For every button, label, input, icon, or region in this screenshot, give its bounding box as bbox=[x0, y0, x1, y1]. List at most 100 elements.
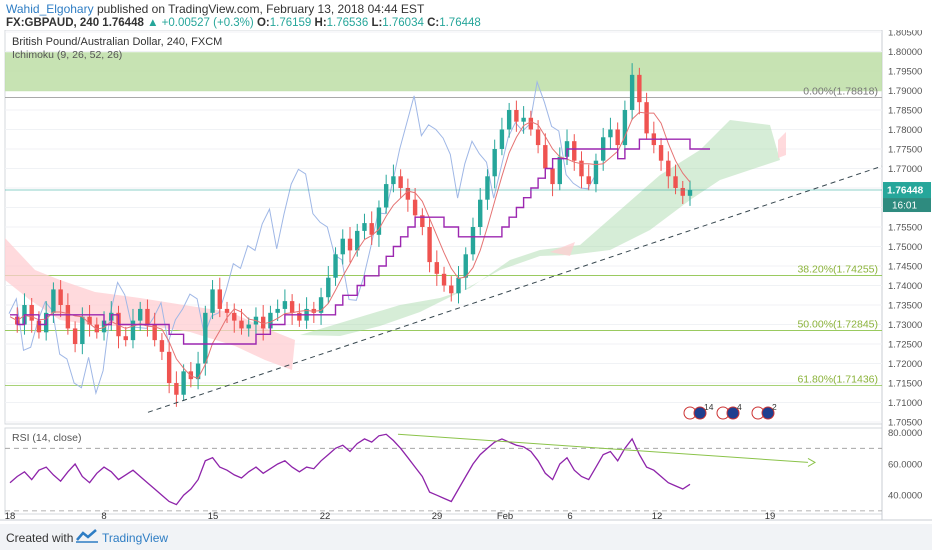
candle-body bbox=[637, 74, 642, 103]
price-tick-label: 1.74500 bbox=[888, 262, 922, 273]
candle-body bbox=[289, 301, 295, 313]
published-text: published on TradingView.com, February 1… bbox=[96, 2, 425, 16]
price-tick-label: 1.80500 bbox=[888, 30, 922, 38]
candle-body bbox=[572, 141, 577, 161]
time-tick-label: 29 bbox=[432, 511, 443, 522]
candle-body bbox=[412, 199, 418, 216]
candle-body bbox=[94, 324, 100, 333]
high-value: 1.76536 bbox=[326, 17, 369, 29]
price-tick-label: 1.79500 bbox=[888, 66, 922, 77]
fibonacci-label: 50.00%(1.72845) bbox=[797, 319, 878, 331]
candle-body bbox=[347, 238, 353, 251]
kijun-sen-line bbox=[10, 138, 710, 345]
candle-body bbox=[456, 277, 461, 294]
price-tick-label: 1.72000 bbox=[888, 359, 922, 370]
candle-body bbox=[58, 289, 63, 306]
last-price: 1.76448 bbox=[102, 17, 144, 29]
candle-body bbox=[506, 109, 512, 130]
time-tick-label: 12 bbox=[652, 511, 663, 522]
candle-body bbox=[449, 285, 454, 294]
rsi-title: RSI (14, close) bbox=[12, 432, 81, 444]
rsi-tick-label: 80.0000 bbox=[888, 428, 922, 439]
price-tick-label: 1.77000 bbox=[888, 164, 922, 175]
candle-body bbox=[405, 187, 411, 200]
last-price-label: 1.76448 bbox=[887, 186, 924, 197]
rsi-trend-line bbox=[397, 433, 809, 463]
uptrend-line bbox=[147, 165, 883, 413]
candle-body bbox=[282, 301, 288, 309]
close-value: 1.76448 bbox=[439, 17, 481, 29]
symbol-label: FX:GBPAUD, 240 bbox=[6, 17, 100, 29]
open-value: 1.76159 bbox=[269, 17, 312, 29]
candle-body bbox=[543, 145, 548, 169]
candle-body bbox=[159, 340, 165, 352]
flag-au-icon bbox=[726, 406, 740, 420]
time-tick-label: 22 bbox=[320, 511, 331, 522]
author-link[interactable]: Wahid_Elgohary bbox=[6, 2, 94, 16]
close-label: C: bbox=[427, 17, 440, 29]
candle-body bbox=[239, 320, 244, 329]
candle-body bbox=[275, 308, 280, 313]
price-tick-label: 1.75500 bbox=[888, 223, 922, 234]
ichimoku-cloud-red bbox=[5, 238, 295, 370]
candle-body bbox=[326, 277, 331, 298]
time-tick-label: Feb bbox=[497, 511, 513, 522]
candle-body bbox=[340, 238, 345, 255]
candle-body bbox=[145, 308, 150, 325]
time-tick-label: 8 bbox=[101, 511, 106, 522]
candle-body bbox=[492, 148, 497, 177]
candle-body bbox=[51, 289, 56, 313]
candle-body bbox=[246, 324, 251, 329]
time-tick-label: 18 bbox=[5, 511, 16, 522]
fibonacci-label: 38.20%(1.74255) bbox=[797, 264, 878, 276]
publish-info: Wahid_Elgohary published on TradingView.… bbox=[6, 2, 424, 16]
candle-body bbox=[362, 223, 367, 231]
candle-body bbox=[268, 312, 273, 329]
candle-body bbox=[666, 160, 671, 177]
candle-body bbox=[376, 207, 382, 235]
chart-area[interactable]: 1.80500 1.80000 1.79500 1.79000 1.78500 1.780… bbox=[0, 30, 932, 524]
open-label: O: bbox=[256, 17, 270, 29]
tenkan-sen-line bbox=[9, 111, 691, 380]
candle-body bbox=[622, 109, 628, 146]
candle-body bbox=[203, 312, 208, 364]
candle-body bbox=[593, 160, 599, 185]
candle-body bbox=[318, 297, 324, 313]
tradingview-brand[interactable]: TradingView bbox=[102, 531, 169, 545]
candle-body bbox=[101, 320, 107, 333]
candle-body bbox=[174, 383, 179, 395]
chart-header: Wahid_Elgohary published on TradingView.… bbox=[0, 0, 932, 32]
chart-title: British Pound/Australian Dollar, 240, FX… bbox=[12, 36, 222, 48]
time-tick-label: 6 bbox=[567, 511, 572, 522]
candle-body bbox=[680, 187, 685, 196]
high-label: H: bbox=[314, 17, 327, 29]
candle-body bbox=[297, 312, 302, 321]
candle-body bbox=[420, 215, 425, 227]
candle-body bbox=[521, 117, 526, 122]
candle-body bbox=[210, 289, 215, 313]
candle-body bbox=[232, 312, 237, 321]
last-price-badge bbox=[883, 182, 931, 199]
price-tick-label: 1.73000 bbox=[888, 320, 922, 331]
candle-body bbox=[535, 129, 541, 146]
price-tick-label: 1.74000 bbox=[888, 281, 922, 292]
change-value: +0.00527 (+0.3%) bbox=[161, 17, 254, 29]
candle-body bbox=[152, 324, 157, 341]
flag-us-icon bbox=[761, 406, 775, 420]
candle-body bbox=[478, 199, 483, 227]
countdown-label: 16:01 bbox=[892, 201, 917, 212]
price-tick-label: 1.78000 bbox=[888, 125, 922, 136]
resistance-zone bbox=[5, 52, 882, 92]
event-count-label: 2 bbox=[772, 402, 777, 412]
candle-body bbox=[138, 308, 143, 321]
candle-body bbox=[130, 320, 136, 341]
rsi-tick-label: 60.0000 bbox=[888, 459, 922, 470]
indicator-label: Ichimoku (9, 26, 52, 26) bbox=[12, 49, 122, 61]
candle-body bbox=[514, 109, 519, 122]
ichimoku-cloud-red-tip bbox=[778, 132, 786, 158]
candle-body bbox=[499, 129, 505, 149]
time-tick-label: 19 bbox=[765, 511, 776, 522]
price-tick-label: 1.71500 bbox=[888, 379, 922, 390]
candle-body bbox=[391, 176, 396, 185]
rsi-pane-border bbox=[4, 427, 883, 515]
